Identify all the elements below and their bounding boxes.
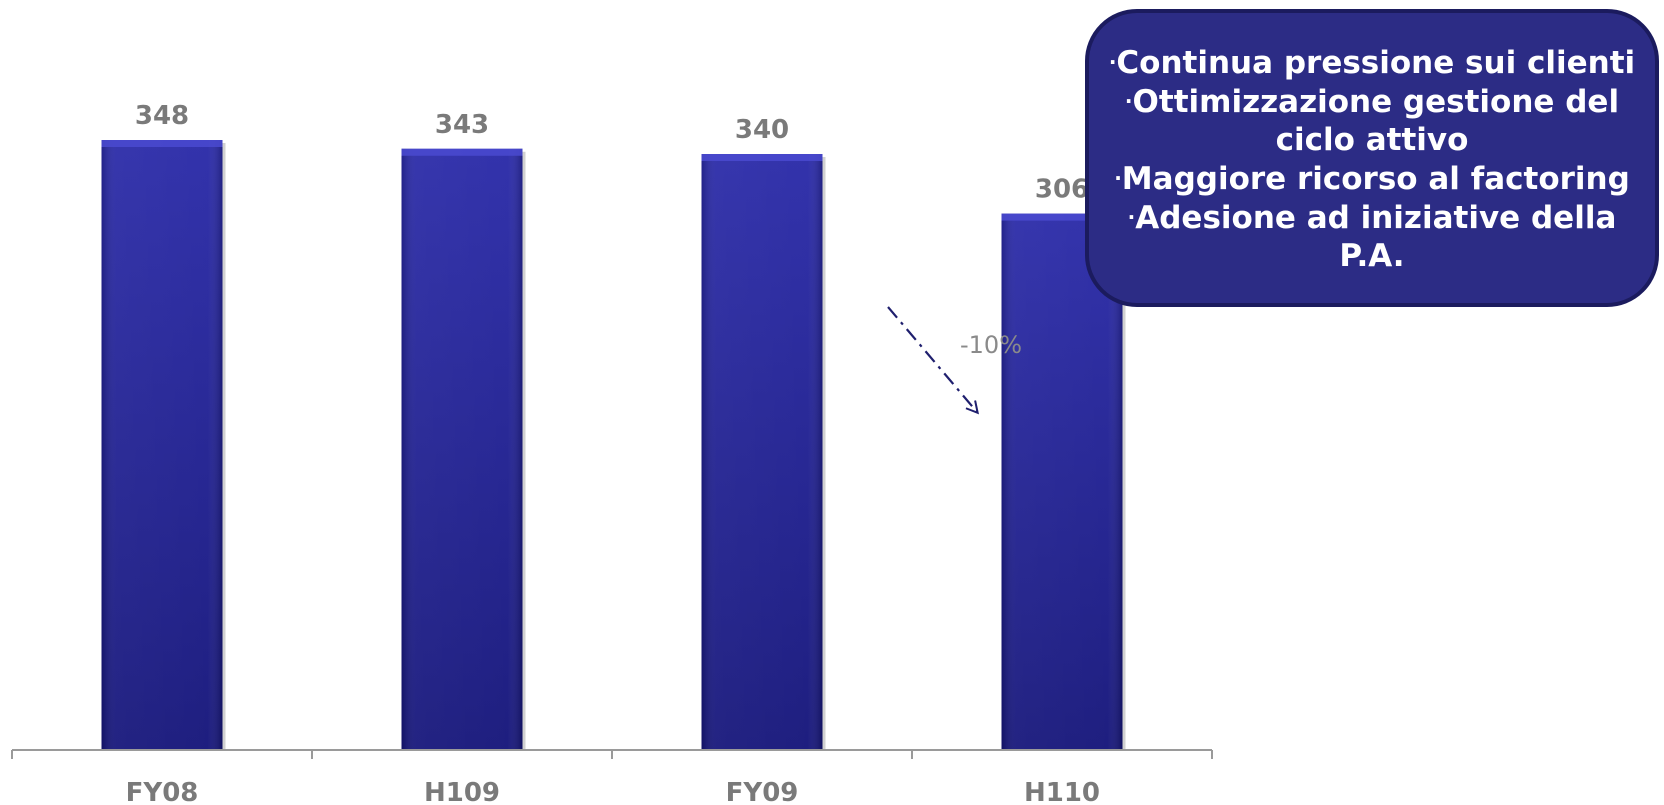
- bullet-icon: ·: [1114, 166, 1122, 190]
- bar-top-bevel: [101, 140, 223, 147]
- trend-arrow: [887, 306, 977, 412]
- bullet-icon: ·: [1124, 89, 1133, 113]
- callout-item-text: Ottimizzazione gestione del ciclo attivo: [1132, 84, 1620, 158]
- category-label: H110: [1024, 778, 1100, 805]
- callout-item-text: Adesione ad iniziative della P.A.: [1135, 200, 1617, 274]
- callout-box: ·Continua pressione sui clienti ·Ottimiz…: [1085, 9, 1659, 307]
- category-label: FY08: [126, 778, 199, 805]
- bar-sheen: [701, 154, 823, 750]
- bar-value-label: 348: [135, 101, 189, 131]
- callout-item: ·Maggiore ricorso al factoring: [1099, 159, 1645, 198]
- callout-item: ·Continua pressione sui clienti: [1099, 43, 1645, 82]
- bar-sheen: [401, 148, 523, 750]
- bullet-icon: ·: [1127, 205, 1136, 229]
- category-label: FY09: [726, 778, 799, 805]
- category-label: H109: [424, 778, 500, 805]
- bar-value-label: 340: [735, 115, 789, 145]
- bar-sheen: [101, 140, 223, 750]
- trend-annotation: -10%: [887, 306, 1022, 412]
- bar-value-label: 343: [435, 110, 489, 140]
- x-axis: [11, 749, 1213, 759]
- callout-item-text: Continua pressione sui clienti: [1116, 45, 1636, 81]
- trend-percentage-label: -10%: [960, 331, 1022, 359]
- callout-item-text: Maggiore ricorso al factoring: [1121, 161, 1630, 197]
- callout-item: ·Ottimizzazione gestione del ciclo attiv…: [1099, 82, 1645, 159]
- bar-value-label: 306: [1035, 175, 1089, 205]
- bar-sheen: [1001, 213, 1123, 750]
- labels-layer: 348 FY08 343 H109 340 FY09 306 H110: [126, 101, 1100, 805]
- bar-top-bevel: [401, 148, 523, 156]
- bullet-icon: ·: [1108, 50, 1117, 74]
- bars-layer: [101, 140, 1126, 750]
- callout-item: ·Adesione ad iniziative della P.A.: [1099, 198, 1645, 275]
- bar-top-bevel: [701, 154, 823, 162]
- bar-top-bevel: [1001, 213, 1123, 221]
